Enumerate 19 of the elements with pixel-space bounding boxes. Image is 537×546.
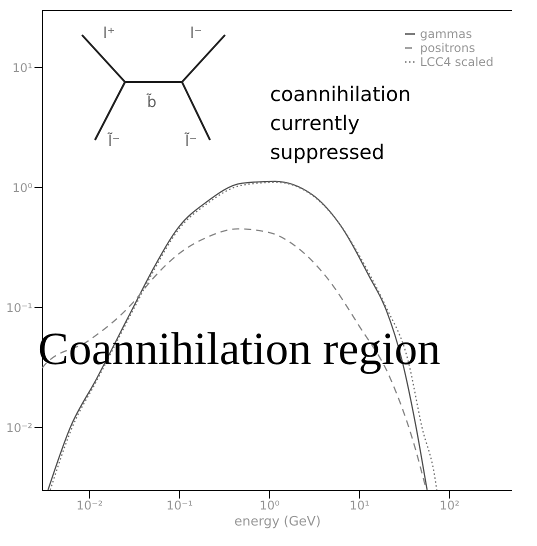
annotation: coannihilation currently suppressed — [270, 81, 412, 166]
x-tick-label: 10¹ — [350, 498, 370, 512]
x-tick-label: 10⁻² — [76, 498, 103, 512]
annotation: l⁻ — [190, 24, 202, 42]
annotation: l̃⁻ — [108, 132, 120, 150]
legend-label: LCC4 scaled — [420, 55, 494, 69]
annotation: l̃⁻ — [185, 132, 198, 150]
annotation: b̃ — [147, 93, 157, 111]
y-tick-label: 10¹ — [12, 60, 33, 75]
legend-label: gammas — [420, 27, 472, 41]
y-tick-label: 10⁻² — [6, 420, 33, 435]
x-axis-title: energy (GeV) — [234, 514, 321, 530]
y-tick-label: 10⁻¹ — [6, 300, 33, 315]
y-tick-label: 10⁰ — [12, 180, 33, 195]
annotation: l⁺ — [103, 24, 116, 42]
legend-label: positrons — [420, 41, 476, 55]
x-tick-label: 10² — [440, 498, 460, 512]
x-tick-label: 10⁰ — [260, 498, 280, 512]
x-tick-label: 10⁻¹ — [166, 498, 193, 512]
